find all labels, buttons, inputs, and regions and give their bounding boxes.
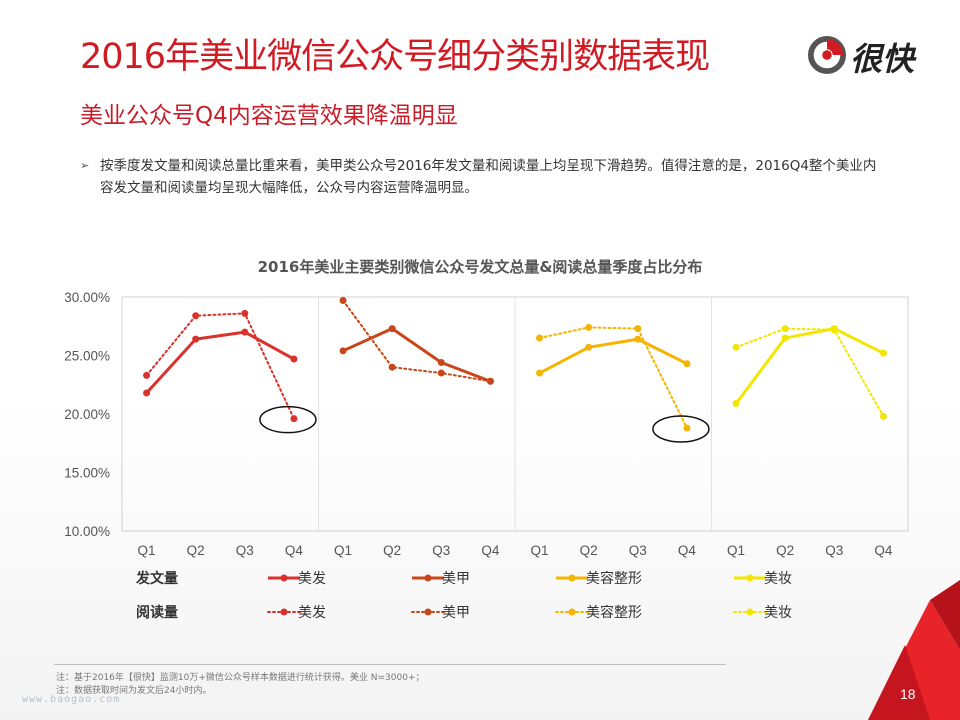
legend-label-read-volume: 美甲: [442, 605, 470, 621]
data-point-post-volume: [536, 369, 544, 377]
chart-title: 2016年美业主要类别微信公众号发文总量&阅读总量季度占比分布: [257, 258, 703, 276]
legend-marker-post-volume: [280, 574, 288, 582]
data-point-read-volume: [585, 323, 593, 331]
highlight-ellipse: [652, 415, 710, 443]
legend-label-read-volume: 美容整形: [586, 604, 642, 621]
data-point-read-volume: [339, 297, 347, 305]
data-point-read-volume: [634, 325, 642, 333]
data-point-read-volume: [781, 325, 789, 333]
data-point-read-volume: [192, 312, 200, 320]
data-point-read-volume: [143, 371, 151, 379]
data-point-post-volume: [143, 389, 151, 397]
x-tick-label: Q2: [383, 543, 401, 558]
series-line-post-volume: [342, 327, 491, 383]
series-line-read-volume: [538, 326, 688, 430]
legend-marker-post-volume: [424, 574, 432, 582]
data-point-post-volume: [290, 355, 298, 363]
slide-title: 2016年美业微信公众号细分类别数据表现: [80, 37, 710, 77]
data-point-read-volume: [437, 369, 445, 377]
data-point-post-volume: [781, 334, 789, 342]
data-point-post-volume: [879, 349, 887, 357]
x-tick-label: Q1: [531, 543, 549, 558]
legend-row-label: 阅读量: [136, 604, 178, 621]
x-tick-label: Q2: [187, 543, 205, 558]
legend-label-post-volume: 美容整形: [586, 570, 642, 587]
highlight-ellipse: [259, 405, 317, 434]
footnotes: 注：基于2016年【很快】监测10万+微信公众号样本数据进行统计获得。美业 N=…: [56, 672, 424, 698]
series-line-post-volume: [538, 337, 688, 375]
x-tick-label: Q3: [825, 543, 843, 558]
notes-divider: [54, 664, 726, 665]
legend-marker-read-volume: [746, 608, 754, 616]
data-point-read-volume: [486, 377, 494, 385]
data-point-post-volume: [683, 360, 691, 368]
series-line-read-volume: [342, 299, 492, 383]
data-point-post-volume: [241, 328, 249, 336]
data-point-post-volume: [634, 335, 642, 343]
summary-text: 按季度发文量和阅读总量比重来看，美甲类公众号2016年发文量和阅读量上均呈现下滑…: [100, 158, 877, 196]
data-point-read-volume: [732, 343, 740, 351]
data-point-read-volume: [241, 309, 249, 317]
page-number: 18: [900, 686, 916, 702]
logo-text: 很快: [850, 40, 915, 78]
summary-bullet: ➢ 按季度发文量和阅读总量比重来看，美甲类公众号2016年发文量和阅读量上均呈现…: [80, 155, 880, 199]
x-tick-label: Q3: [432, 543, 450, 558]
data-point-read-volume: [879, 412, 887, 420]
x-tick-label: Q1: [334, 543, 352, 558]
data-point-read-volume: [290, 415, 298, 423]
data-point-read-volume: [536, 334, 544, 342]
legend-marker-read-volume: [568, 608, 576, 616]
series-line-read-volume: [735, 327, 885, 418]
slide-subtitle: 美业公众号Q4内容运营效果降温明显: [80, 103, 458, 129]
data-point-post-volume: [388, 325, 396, 333]
legend-marker-read-volume: [424, 608, 432, 616]
bullet-arrow-icon: ➢: [80, 159, 90, 172]
data-point-read-volume: [388, 363, 396, 371]
legend-label-post-volume: 美甲: [442, 571, 470, 587]
data-point-read-volume: [683, 424, 691, 432]
data-point-read-volume: [830, 326, 838, 334]
logo-mark-icon: [808, 36, 846, 74]
footnote-1: 注：基于2016年【很快】监测10万+微信公众号样本数据进行统计获得。美业 N=…: [56, 673, 425, 683]
legend-marker-post-volume: [746, 574, 754, 582]
x-tick-label: Q2: [776, 543, 794, 558]
footnote-2: 注：数据获取时间为发文后24小时内。: [56, 686, 212, 696]
legend-label-post-volume: 美发: [298, 571, 326, 587]
legend-label-read-volume: 美妆: [764, 605, 792, 621]
series-line-read-volume: [145, 312, 295, 420]
series-line-post-volume: [145, 330, 295, 394]
x-tick-label: Q4: [285, 543, 304, 558]
x-tick-label: Q4: [481, 543, 500, 558]
x-tick-label: Q3: [629, 543, 647, 558]
data-point-post-volume: [437, 359, 445, 367]
y-tick-label: 25.00%: [64, 349, 110, 364]
x-tick-label: Q4: [874, 543, 893, 558]
y-tick-label: 10.00%: [64, 524, 110, 539]
x-tick-label: Q4: [678, 543, 697, 558]
quarterly-share-chart: 30.00% 25.00% 20.00% 15.00% 10.00% Q1 Q2 Q3 Q4 Q1…: [64, 290, 909, 621]
x-tick-label: Q1: [138, 543, 156, 558]
legend-label-post-volume: 美妆: [764, 571, 792, 587]
legend-marker-read-volume: [280, 608, 288, 616]
x-tick-label: Q1: [727, 543, 745, 558]
y-tick-label: 30.00%: [64, 290, 110, 305]
data-point-post-volume: [732, 399, 740, 407]
y-tick-label: 15.00%: [64, 466, 110, 481]
data-point-post-volume: [585, 343, 593, 351]
legend-marker-post-volume: [568, 574, 576, 582]
data-point-post-volume: [339, 347, 347, 355]
x-tick-label: Q3: [236, 543, 254, 558]
data-point-post-volume: [192, 335, 200, 343]
legend-row-label: 发文量: [135, 570, 178, 587]
legend-label-read-volume: 美发: [298, 605, 326, 621]
series-line-post-volume: [734, 327, 885, 405]
x-tick-label: Q2: [580, 543, 598, 558]
y-tick-label: 20.00%: [64, 407, 110, 422]
brand-logo: 很快: [808, 32, 936, 82]
watermark: www.baogao.com: [22, 694, 121, 705]
